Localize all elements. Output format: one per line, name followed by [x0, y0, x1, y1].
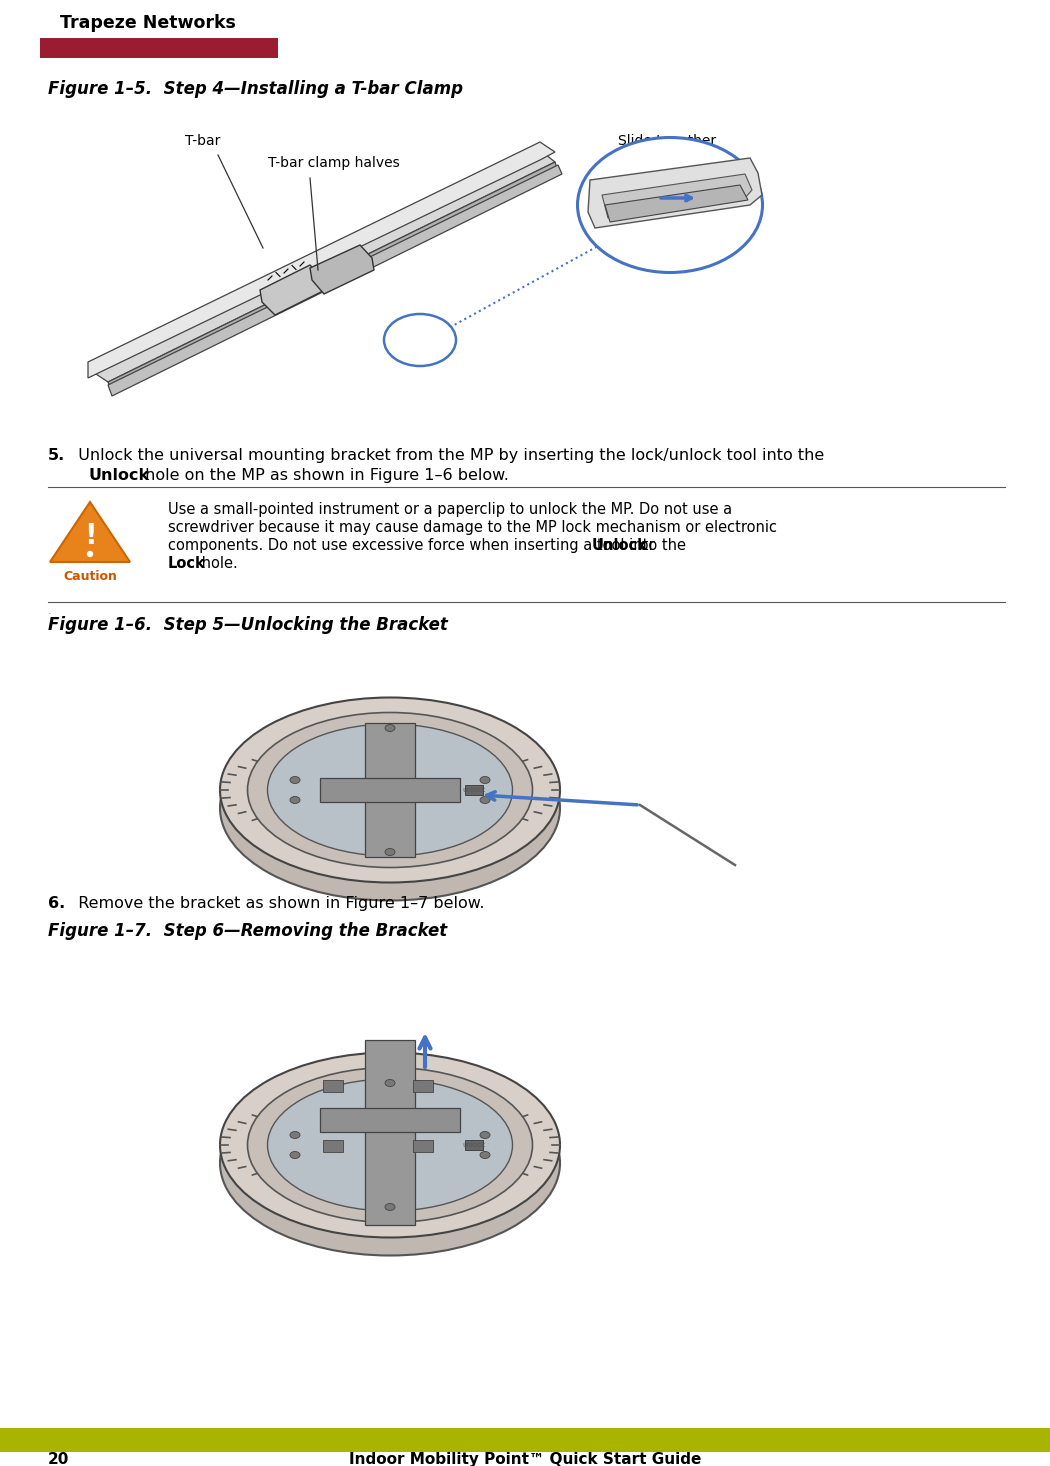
Text: T-bar: T-bar: [185, 133, 220, 148]
Text: !: !: [84, 522, 97, 550]
Ellipse shape: [480, 1132, 490, 1139]
Bar: [465, 784, 483, 795]
Polygon shape: [365, 723, 415, 858]
Text: Unlock: Unlock: [88, 468, 149, 482]
Text: T-bar clamp halves: T-bar clamp halves: [268, 155, 400, 170]
Ellipse shape: [480, 777, 490, 783]
Text: 6.: 6.: [48, 896, 65, 910]
Bar: [413, 1141, 433, 1152]
Ellipse shape: [268, 1079, 512, 1211]
Text: Indoor Mobility Point™ Quick Start Guide: Indoor Mobility Point™ Quick Start Guide: [349, 1451, 701, 1466]
Text: Slide together: Slide together: [618, 133, 716, 148]
Bar: [323, 1141, 343, 1152]
Ellipse shape: [248, 1067, 532, 1223]
Polygon shape: [90, 150, 555, 383]
Ellipse shape: [480, 796, 490, 803]
Text: Trapeze Networks: Trapeze Networks: [60, 15, 236, 32]
Ellipse shape: [220, 715, 560, 900]
Polygon shape: [605, 185, 748, 221]
Ellipse shape: [290, 1132, 300, 1139]
Polygon shape: [108, 163, 558, 391]
Text: Figure 1–6.  Step 5—Unlocking the Bracket: Figure 1–6. Step 5—Unlocking the Bracket: [48, 616, 448, 633]
Ellipse shape: [578, 138, 762, 273]
Ellipse shape: [290, 777, 300, 783]
Polygon shape: [320, 778, 460, 802]
Text: unlock: unlock: [462, 1142, 485, 1148]
Ellipse shape: [385, 1204, 395, 1211]
Text: Lock: Lock: [168, 556, 206, 570]
Bar: [323, 1080, 343, 1092]
Text: hole.: hole.: [197, 556, 238, 570]
Text: Remove the bracket as shown in Figure 1–7 below.: Remove the bracket as shown in Figure 1–…: [68, 896, 484, 910]
Polygon shape: [108, 166, 562, 396]
Text: Caution: Caution: [63, 570, 117, 583]
Ellipse shape: [384, 314, 456, 366]
Text: hole on the MP as shown in Figure 1–6 below.: hole on the MP as shown in Figure 1–6 be…: [140, 468, 509, 482]
Text: components. Do not use excessive force when inserting a tool into the: components. Do not use excessive force w…: [168, 538, 691, 553]
Polygon shape: [365, 1039, 415, 1226]
Ellipse shape: [220, 1053, 560, 1237]
Ellipse shape: [385, 724, 395, 732]
Text: Use a small-pointed instrument or a paperclip to unlock the MP. Do not use a: Use a small-pointed instrument or a pape…: [168, 501, 732, 517]
Bar: [413, 1080, 433, 1092]
Polygon shape: [310, 245, 374, 295]
Polygon shape: [260, 265, 326, 315]
Text: Unlock the universal mounting bracket from the MP by inserting the lock/unlock t: Unlock the universal mounting bracket fr…: [68, 449, 824, 463]
Bar: [465, 1141, 483, 1149]
Ellipse shape: [248, 712, 532, 868]
Ellipse shape: [480, 1151, 490, 1158]
Ellipse shape: [290, 1151, 300, 1158]
Polygon shape: [320, 1108, 460, 1132]
Ellipse shape: [268, 724, 512, 856]
Text: 5.: 5.: [48, 449, 65, 463]
Ellipse shape: [385, 1079, 395, 1086]
Polygon shape: [602, 174, 752, 218]
Polygon shape: [88, 142, 555, 378]
Text: .: .: [48, 605, 51, 616]
Ellipse shape: [87, 551, 92, 557]
Text: unlock: unlock: [462, 787, 485, 793]
Ellipse shape: [220, 698, 560, 883]
Text: or: or: [635, 538, 655, 553]
Polygon shape: [50, 501, 130, 561]
Text: Figure 1–7.  Step 6—Removing the Bracket: Figure 1–7. Step 6—Removing the Bracket: [48, 922, 447, 940]
Bar: [40, 38, 278, 59]
Ellipse shape: [290, 796, 300, 803]
Polygon shape: [588, 158, 762, 229]
Text: 20: 20: [48, 1451, 69, 1466]
Text: Figure 1–5.  Step 4—Installing a T-bar Clamp: Figure 1–5. Step 4—Installing a T-bar Cl…: [48, 81, 463, 98]
Ellipse shape: [385, 849, 395, 856]
Bar: [0, 1428, 1050, 1451]
Text: Unlock: Unlock: [591, 538, 648, 553]
Text: screwdriver because it may cause damage to the MP lock mechanism or electronic: screwdriver because it may cause damage …: [168, 520, 777, 535]
Ellipse shape: [220, 1070, 560, 1255]
